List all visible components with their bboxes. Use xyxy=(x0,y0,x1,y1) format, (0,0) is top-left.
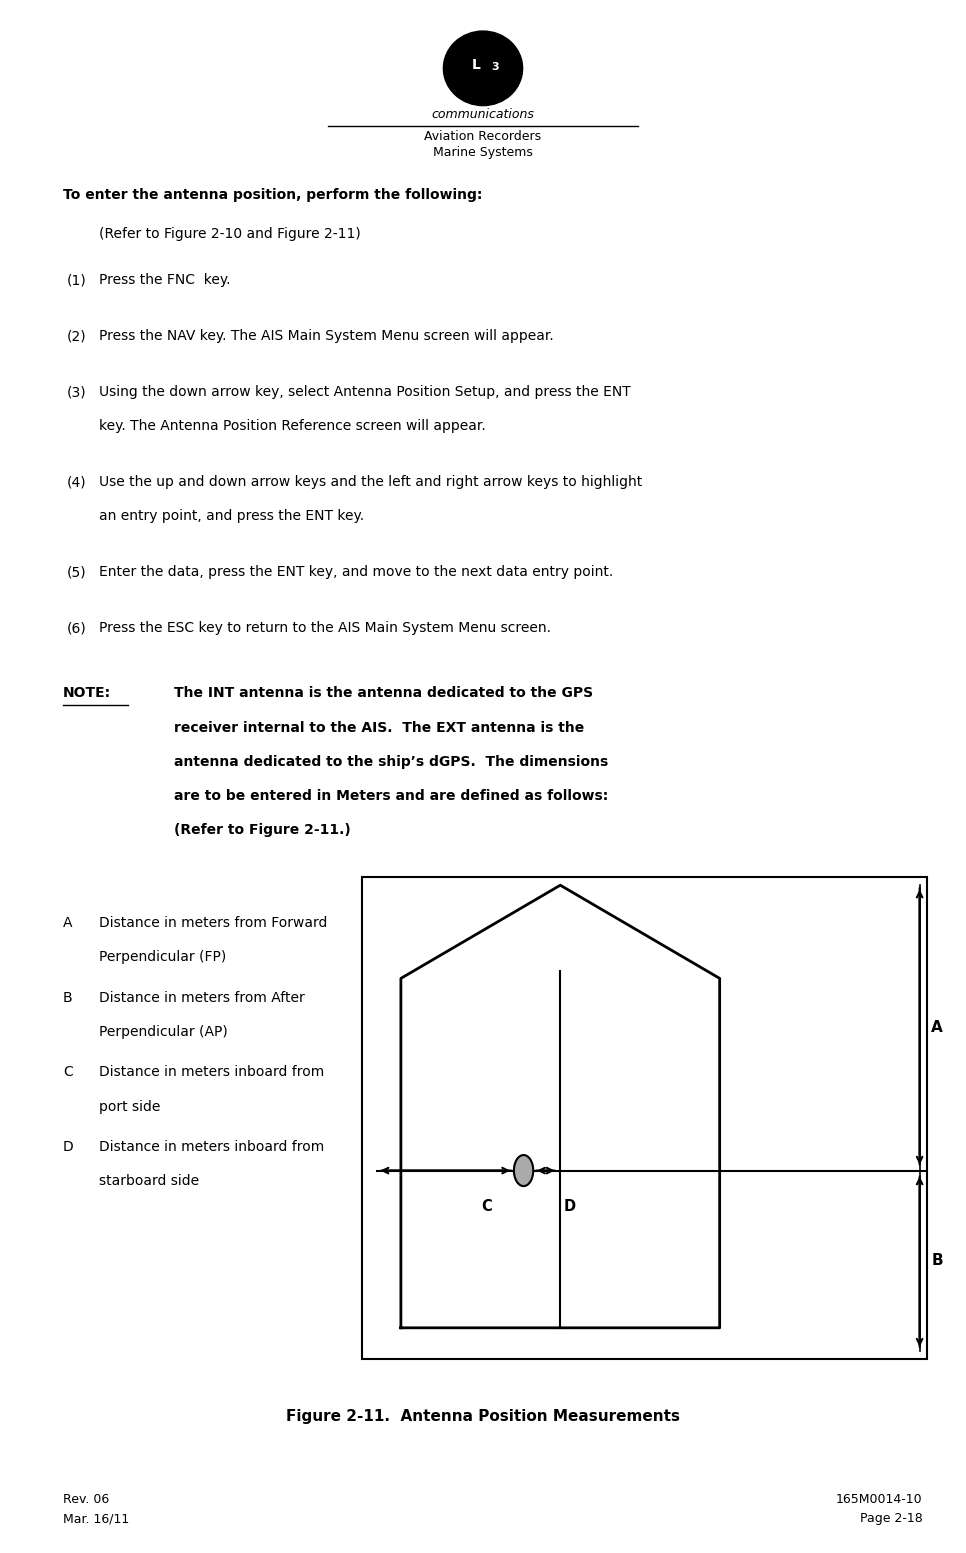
Text: (2): (2) xyxy=(67,329,86,343)
Text: (6): (6) xyxy=(67,621,86,635)
Circle shape xyxy=(514,1155,533,1186)
Text: Marine Systems: Marine Systems xyxy=(433,146,533,158)
Text: A: A xyxy=(931,1020,943,1036)
Text: D: D xyxy=(63,1140,73,1154)
Text: (Refer to Figure 2‑10 and Figure 2‑11): (Refer to Figure 2‑10 and Figure 2‑11) xyxy=(99,227,361,241)
Bar xyxy=(362,877,927,1359)
Text: C: C xyxy=(63,1065,72,1079)
Text: Distance in meters inboard from: Distance in meters inboard from xyxy=(99,1065,325,1079)
Text: Press the ESC key to return to the AIS Main System Menu screen.: Press the ESC key to return to the AIS M… xyxy=(99,621,552,635)
Text: Perpendicular (AP): Perpendicular (AP) xyxy=(99,1025,228,1039)
Text: antenna dedicated to the ship’s dGPS.  The dimensions: antenna dedicated to the ship’s dGPS. Th… xyxy=(174,755,609,769)
Text: Use the up and down arrow keys and the left and right arrow keys to highlight: Use the up and down arrow keys and the l… xyxy=(99,475,642,489)
Text: 165M0014-10: 165M0014-10 xyxy=(836,1494,923,1506)
Text: Distance in meters inboard from: Distance in meters inboard from xyxy=(99,1140,325,1154)
Text: Mar. 16/11: Mar. 16/11 xyxy=(63,1513,129,1525)
Text: Page 2‑18: Page 2‑18 xyxy=(860,1513,923,1525)
Text: (5): (5) xyxy=(67,565,86,579)
Text: A: A xyxy=(63,916,72,930)
Text: communications: communications xyxy=(432,109,534,121)
Text: The INT antenna is the antenna dedicated to the GPS: The INT antenna is the antenna dedicated… xyxy=(174,686,593,700)
Text: (1): (1) xyxy=(67,273,86,287)
Text: D: D xyxy=(564,1199,576,1213)
Ellipse shape xyxy=(443,31,523,106)
Text: are to be entered in Meters and are defined as follows:: are to be entered in Meters and are defi… xyxy=(174,789,609,803)
Text: port side: port side xyxy=(99,1100,161,1114)
Text: starboard side: starboard side xyxy=(99,1174,200,1188)
Text: Press the FNC  key.: Press the FNC key. xyxy=(99,273,231,287)
Text: receiver internal to the AIS.  The EXT antenna is the: receiver internal to the AIS. The EXT an… xyxy=(174,721,584,735)
Text: NOTE:: NOTE: xyxy=(63,686,111,700)
Text: Distance in meters from After: Distance in meters from After xyxy=(99,991,305,1005)
Text: L: L xyxy=(471,57,481,73)
Text: (Refer to Figure 2‑11.): (Refer to Figure 2‑11.) xyxy=(174,823,351,837)
Text: To enter the antenna position, perform the following:: To enter the antenna position, perform t… xyxy=(63,188,482,202)
Text: Enter the data, press the ENT key, and move to the next data entry point.: Enter the data, press the ENT key, and m… xyxy=(99,565,613,579)
Text: an entry point, and press the ENT key.: an entry point, and press the ENT key. xyxy=(99,509,364,523)
Text: (4): (4) xyxy=(67,475,86,489)
Text: B: B xyxy=(931,1253,943,1269)
Text: Rev. 06: Rev. 06 xyxy=(63,1494,109,1506)
Text: Using the down arrow key, select Antenna Position Setup, and press the ENT: Using the down arrow key, select Antenna… xyxy=(99,385,631,399)
Text: Distance in meters from Forward: Distance in meters from Forward xyxy=(99,916,327,930)
Text: Perpendicular (FP): Perpendicular (FP) xyxy=(99,950,227,964)
Text: 3: 3 xyxy=(492,62,499,71)
Text: (3): (3) xyxy=(67,385,86,399)
Text: B: B xyxy=(63,991,72,1005)
Text: Press the NAV key. The AIS Main System Menu screen will appear.: Press the NAV key. The AIS Main System M… xyxy=(99,329,554,343)
Text: key. The Antenna Position Reference screen will appear.: key. The Antenna Position Reference scre… xyxy=(99,419,486,433)
Text: Aviation Recorders: Aviation Recorders xyxy=(424,130,542,143)
Text: Figure 2‑11.  Antenna Position Measurements: Figure 2‑11. Antenna Position Measuremen… xyxy=(286,1409,680,1424)
Text: C: C xyxy=(481,1199,493,1213)
